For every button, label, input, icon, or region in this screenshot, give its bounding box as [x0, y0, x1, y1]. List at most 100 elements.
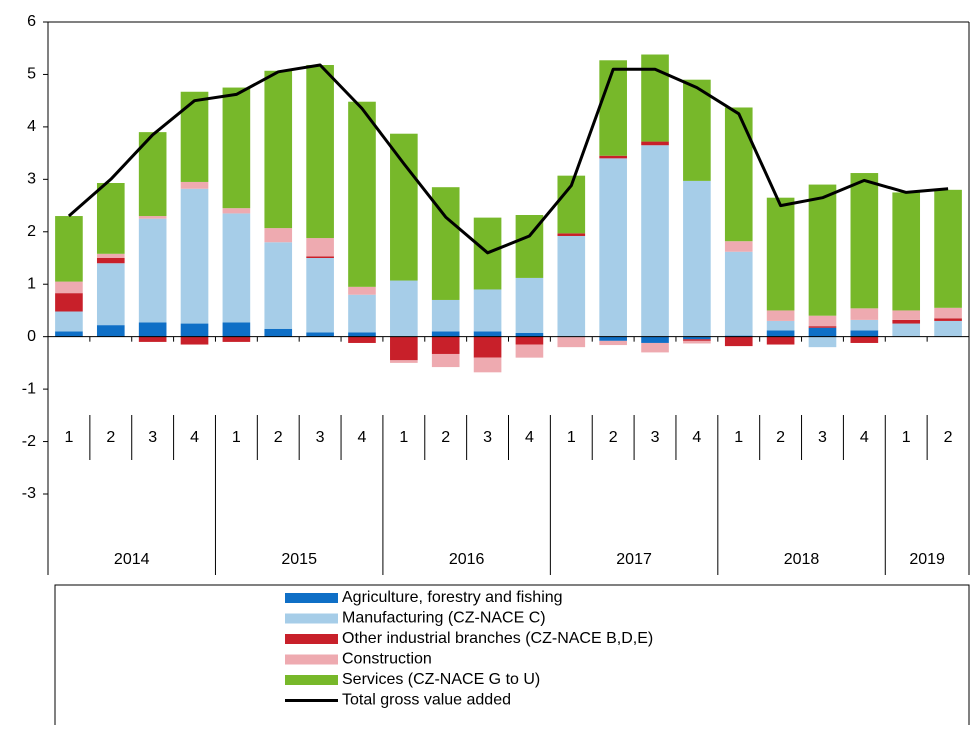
- x-tick-label: 4: [190, 429, 199, 446]
- x-tick-label: 4: [358, 429, 367, 446]
- bar-segment: [431, 299, 460, 332]
- bar-segment: [934, 318, 962, 321]
- x-tick-label: 1: [902, 429, 911, 446]
- bar-segment: [222, 322, 251, 337]
- bar-segment: [808, 184, 837, 316]
- bar-segment: [180, 91, 209, 182]
- legend-box: [54, 584, 970, 730]
- bar-segment: [431, 336, 460, 354]
- bar-segment: [306, 332, 334, 337]
- bar-segment: [138, 336, 167, 342]
- bar-segment: [599, 155, 627, 159]
- bar-segment: [138, 322, 167, 337]
- bar-segment: [138, 218, 167, 323]
- bar-segment: [683, 180, 711, 337]
- bar-segment: [892, 323, 921, 337]
- y-tick-label: 0: [27, 328, 36, 345]
- x-group-label: 2014: [114, 551, 150, 568]
- x-group-label: 2018: [784, 551, 820, 568]
- bar-segment: [766, 310, 795, 321]
- x-group-label: 2017: [616, 551, 652, 568]
- x-tick-label: 1: [232, 429, 241, 446]
- bar-segment: [557, 235, 586, 337]
- bar-segment: [390, 336, 418, 361]
- bar-segment: [55, 331, 83, 337]
- bar-segment: [306, 65, 334, 239]
- bar-segment: [808, 327, 837, 337]
- legend-swatch: [285, 634, 338, 644]
- x-tick-label: 2: [441, 429, 450, 446]
- x-tick-label: 1: [734, 429, 743, 446]
- x-group-label: 2015: [281, 551, 317, 568]
- bar-segment: [390, 360, 418, 363]
- bar-segment: [515, 344, 544, 358]
- bar-segment: [348, 336, 376, 343]
- bar-segment: [934, 189, 962, 308]
- legend-swatch: [285, 593, 338, 603]
- bar-segment: [55, 311, 83, 332]
- bar-segment: [473, 336, 502, 358]
- bar-segment: [683, 79, 711, 181]
- bar-segment: [96, 253, 125, 258]
- bar-segment: [724, 241, 753, 252]
- bar-segment: [473, 357, 502, 373]
- x-tick-label: 2: [274, 429, 283, 446]
- bar-segment: [264, 328, 293, 337]
- bar-segment: [348, 101, 376, 287]
- bar-segment: [850, 173, 879, 309]
- bar-segment: [808, 326, 837, 328]
- bar-segment: [641, 342, 669, 353]
- legend-swatch: [285, 654, 338, 665]
- bar-segment: [431, 353, 460, 368]
- x-group-label: 2016: [449, 551, 485, 568]
- bar-segment: [766, 336, 795, 345]
- bar-segment: [96, 263, 125, 326]
- bar-segment: [96, 325, 125, 337]
- y-tick-label: 3: [27, 171, 36, 188]
- bar-segment: [850, 336, 879, 343]
- bar-segment: [55, 216, 83, 282]
- bar-segment: [306, 256, 334, 258]
- total-line: [67, 63, 949, 255]
- bar-segment: [599, 336, 627, 341]
- x-tick-label: 4: [860, 429, 869, 446]
- bar-segment: [473, 289, 502, 332]
- x-tick-label: 3: [148, 429, 157, 446]
- bar-segment: [306, 238, 334, 257]
- bar-segment: [96, 183, 125, 254]
- bar-segment: [55, 293, 83, 312]
- bar-segment: [515, 277, 544, 333]
- y-tick-label: 4: [27, 118, 36, 135]
- bar-segment: [348, 286, 376, 295]
- bar-segment: [473, 331, 502, 337]
- bar-segment: [599, 60, 627, 156]
- bar-segment: [892, 319, 921, 324]
- bar-segment: [180, 181, 209, 189]
- x-tick-label: 4: [525, 429, 534, 446]
- bar-segment: [222, 336, 251, 342]
- y-tick-label: 2: [27, 223, 36, 240]
- bar-segment: [766, 197, 795, 311]
- x-group-label: 2019: [909, 551, 945, 568]
- bar-segment: [934, 320, 962, 337]
- y-tick-label: -2: [22, 433, 36, 450]
- legend-label: Services (CZ-NACE G to U): [342, 671, 540, 688]
- legend-label: Manufacturing (CZ-NACE C): [342, 610, 546, 627]
- bar-segment: [599, 340, 627, 346]
- bar-segment: [222, 87, 251, 209]
- x-tick-label: 4: [692, 429, 701, 446]
- x-tick-label: 2: [776, 429, 785, 446]
- bar-segment: [641, 145, 669, 337]
- bar-segment: [557, 336, 586, 348]
- legend-label: Agriculture, forestry and fishing: [342, 589, 563, 606]
- y-tick-label: -1: [22, 380, 36, 397]
- x-tick-label: 2: [106, 429, 115, 446]
- y-tick-label: -3: [22, 485, 36, 502]
- legend-label: Other industrial branches (CZ-NACE B,D,E…: [342, 630, 653, 647]
- bar-segment: [264, 70, 293, 229]
- bar-segment: [180, 323, 209, 337]
- bar-segment: [222, 213, 251, 323]
- bar-segment: [138, 216, 167, 219]
- bar-segment: [55, 281, 83, 294]
